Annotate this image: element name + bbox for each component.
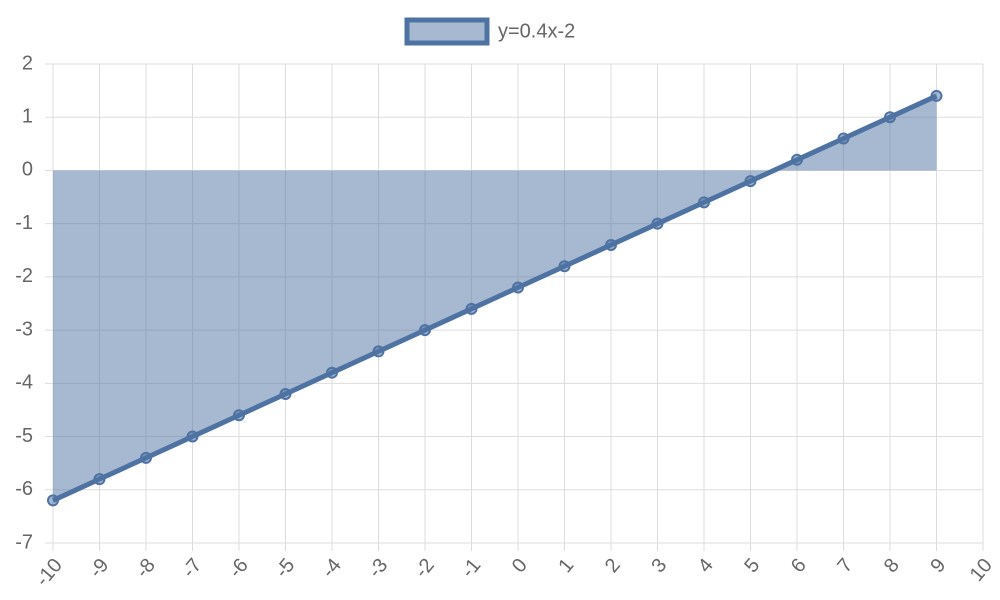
x-tick-label: 0 <box>508 554 532 577</box>
point <box>884 111 896 124</box>
x-tick-label: 4 <box>694 554 718 577</box>
point <box>279 387 292 400</box>
x-tick-label: 6 <box>787 554 811 577</box>
y-tick-label: -3 <box>15 318 33 340</box>
x-tick-label: 3 <box>647 554 671 577</box>
x-tick-label: 7 <box>833 554 857 577</box>
x-tick-label: -8 <box>132 554 160 582</box>
x-tick-label: 5 <box>740 554 764 577</box>
x-tick-label: 8 <box>880 554 904 577</box>
y-tick-label: -4 <box>15 372 33 394</box>
y-tick-label: -6 <box>15 478 33 500</box>
point <box>465 302 478 315</box>
x-tick-label: -9 <box>85 554 113 582</box>
x-tick-label: 2 <box>601 554 625 577</box>
y-tick-label: 2 <box>22 52 33 74</box>
x-tick-label: 1 <box>554 554 578 577</box>
point <box>605 238 617 251</box>
y-tick-label: -7 <box>15 531 33 553</box>
point <box>326 366 338 379</box>
point <box>558 260 571 273</box>
y-tick-label: -1 <box>15 212 33 234</box>
point <box>47 494 59 507</box>
point <box>837 132 850 145</box>
legend-label: y=0.4x-2 <box>498 20 575 42</box>
point <box>93 473 106 486</box>
point <box>186 430 199 443</box>
x-tick-label: -2 <box>411 554 439 582</box>
x-tick-label: 9 <box>926 554 950 577</box>
x-tick-label: -3 <box>364 554 392 582</box>
x-tick-label: 10 <box>966 554 997 585</box>
x-tick-label: -6 <box>225 554 253 582</box>
point <box>419 324 431 337</box>
point <box>512 281 524 294</box>
point <box>651 217 664 230</box>
point <box>140 451 152 464</box>
point <box>233 409 245 422</box>
point <box>791 153 803 166</box>
y-tick-label: -2 <box>15 265 33 287</box>
x-tick-label: -1 <box>457 554 485 582</box>
point <box>930 89 943 102</box>
point <box>744 175 757 188</box>
x-tick-label: -7 <box>178 554 206 582</box>
y-tick-label: 1 <box>22 106 33 128</box>
x-tick-label: -5 <box>271 554 299 582</box>
point <box>698 196 710 209</box>
x-tick-label: -10 <box>31 554 66 590</box>
y-tick-label: -5 <box>15 425 33 447</box>
y-tick-label: 0 <box>22 159 33 181</box>
line <box>51 93 938 503</box>
legend-swatch <box>404 17 490 46</box>
point <box>372 345 385 358</box>
x-tick-label: -4 <box>318 554 346 582</box>
